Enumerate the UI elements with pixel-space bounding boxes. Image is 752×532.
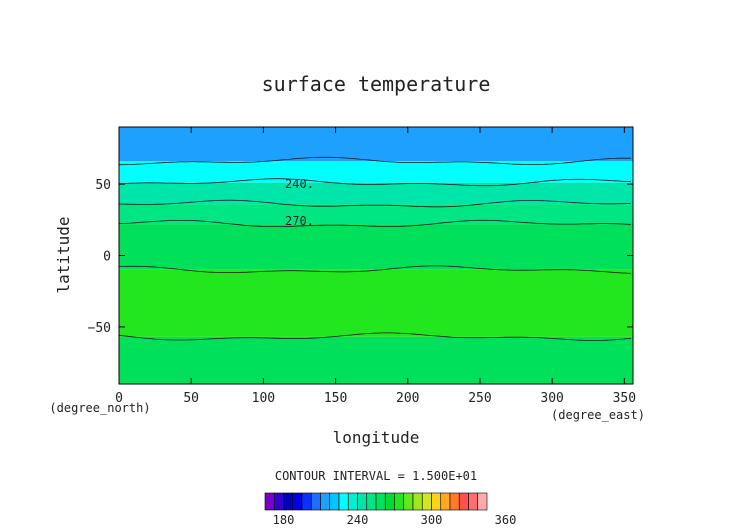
colorbar-swatch-2 [283,492,294,511]
y-tick-label-0: −50 [88,321,111,336]
colorbar-swatch-8 [338,492,349,511]
x-axis-ticks: 0 50 100 150 200 250 300 350 [115,127,636,406]
colorbar-swatch-0 [264,492,275,511]
colorbar-swatch-1 [273,492,284,511]
contour-line-5 [118,265,632,274]
colorbar-swatch-11 [366,492,377,511]
y-axis-ticks: −50 0 50 [88,178,633,336]
colorbar-swatch-15 [403,492,414,511]
chart-title: surface temperature [262,72,491,96]
colorbar-swatch-14 [394,492,405,511]
contour-line-1 [119,156,631,166]
x-tick-label-5: 250 [468,391,491,406]
x-tick-label-6: 300 [540,391,563,406]
colorbar-swatch-20 [449,492,460,511]
x-unit-label: (degree_east) [551,408,645,422]
colorbar-swatch-22 [468,492,479,511]
colorbar-swatch-13 [384,492,395,511]
x-tick-label-2: 100 [252,391,275,406]
colorbar-swatch-21 [458,492,469,511]
x-tick-label-3: 150 [324,391,347,406]
x-axis-label: longitude [333,428,420,447]
contour-line-3 [118,199,632,208]
colorbar-swatch-19 [440,492,451,511]
zone-band-4 [119,224,633,270]
colorbar-swatch-23 [477,492,488,511]
contour-lines [118,156,632,341]
colorbar-swatch-10 [357,492,368,511]
zone-band-6 [119,336,633,384]
colorbar-swatch-18 [431,492,442,511]
zone-band-3 [119,204,633,225]
y-axis-label: latitude [54,216,73,293]
y-unit-label: (degree_north) [49,401,150,415]
colorbar-swatch-7 [329,492,340,511]
colorbar [264,492,488,511]
contour-labels: 240. 270. [285,177,314,228]
colorbar-tick-label-3: 360 [495,513,517,527]
contour-line-2 [118,178,632,187]
plot-area [119,127,633,384]
contour-line-4 [118,219,632,227]
zone-band-5 [119,269,633,337]
x-tick-label-4: 200 [396,391,419,406]
x-tick-label-1: 50 [183,391,199,406]
colorbar-swatch-5 [310,492,321,511]
zone-band-0 [119,127,633,162]
colorbar-swatch-17 [421,492,432,511]
colorbar-swatch-3 [292,492,303,511]
colorbar-swatch-12 [375,492,386,511]
contour-label-1: 270. [285,214,314,228]
zone-band-1 [119,161,633,183]
contour-line-6 [118,332,632,341]
colorbar-swatch-16 [412,492,423,511]
y-tick-label-1: 0 [103,250,111,265]
y-tick-label-2: 50 [95,178,111,193]
contour-label-0: 240. [285,177,314,191]
x-tick-label-7: 350 [613,391,636,406]
contour-interval-text: CONTOUR INTERVAL = 1.500E+01 [275,469,477,483]
colorbar-tick-label-0: 180 [273,513,295,527]
colorbar-swatch-9 [347,492,358,511]
colorbar-tick-labels: 180 240 300 360 [273,513,517,527]
x-tick-label-0: 0 [115,391,123,406]
colorbar-swatch-4 [301,492,312,511]
colorbar-swatch-6 [320,492,331,511]
colorbar-tick-label-1: 240 [347,513,369,527]
zone-band-2 [119,182,633,205]
colorbar-tick-label-2: 300 [421,513,443,527]
